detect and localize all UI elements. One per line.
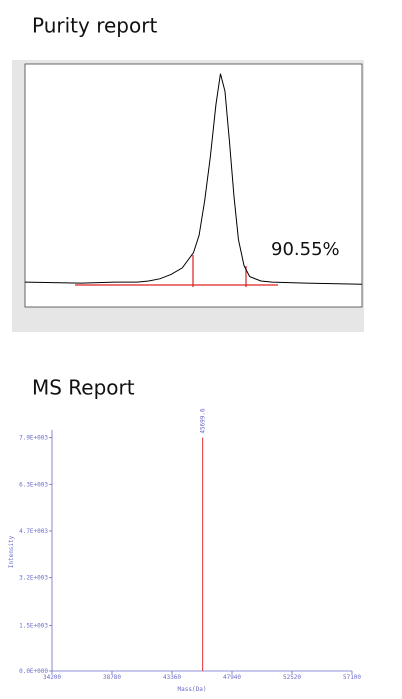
ms-chart: Mass(Da) Intensity 0.0E+000 1.5E+003 3.2E+… <box>8 408 361 693</box>
y-tick-label: 4.7E+003 <box>19 528 48 535</box>
ms-heading: MS Report <box>32 376 135 400</box>
peak-label: 45699.6 <box>200 408 207 434</box>
x-tick-label: 43360 <box>163 674 181 681</box>
x-tick-label: 52520 <box>283 674 301 681</box>
purity-heading: Purity report <box>32 14 157 38</box>
x-axis-label: Mass(Da) <box>178 686 207 693</box>
y-tick-label: 3.2E+003 <box>19 575 48 582</box>
x-tick-label: 57100 <box>343 674 361 681</box>
y-tick-label: 6.3E+003 <box>19 481 48 488</box>
y-tick-label: 7.9E+003 <box>19 435 48 442</box>
x-tick-label: 47940 <box>223 674 241 681</box>
x-tick-label: 34200 <box>43 674 61 681</box>
y-axis-label: Intensity <box>8 535 15 568</box>
chromatogram-line <box>24 73 363 285</box>
purity-annotation: 90.55% <box>271 239 340 260</box>
y-tick-label: 0.0E+000 <box>19 668 48 675</box>
y-tick-label: 1.5E+003 <box>19 622 48 629</box>
x-tick-label: 38780 <box>103 674 121 681</box>
